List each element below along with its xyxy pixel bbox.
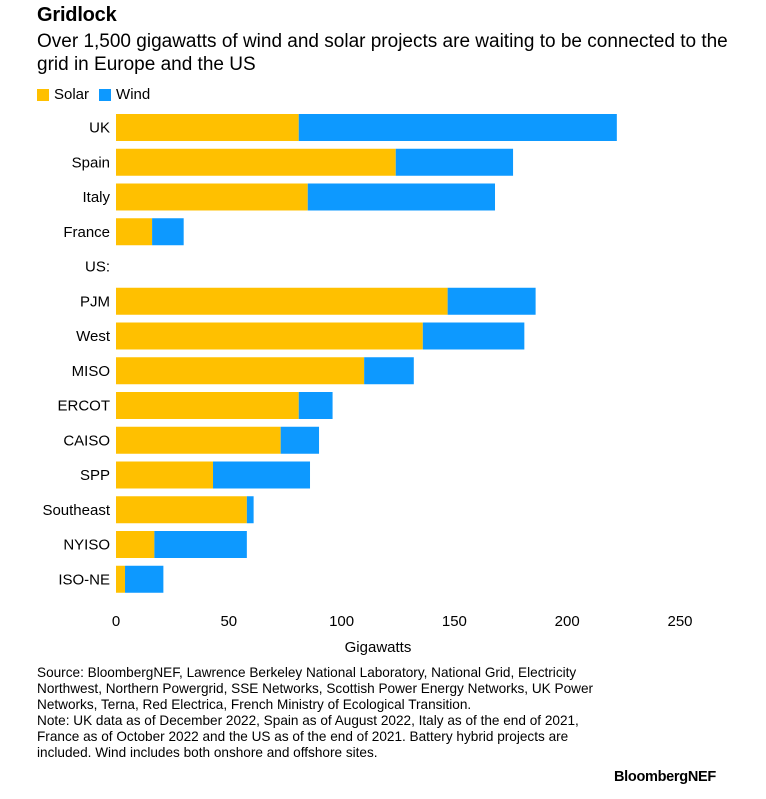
bar-wind-isone bbox=[125, 565, 164, 593]
bar-wind-italy bbox=[307, 183, 496, 211]
chart-subtitle: Over 1,500 gigawatts of wind and solar p… bbox=[37, 31, 728, 75]
category-label-us: US: bbox=[85, 259, 110, 276]
category-label-spp: SPP bbox=[80, 467, 110, 484]
category-label-miso: MISO bbox=[72, 363, 110, 380]
bar-wind-pjm bbox=[447, 287, 536, 315]
category-label-france: France bbox=[63, 224, 110, 241]
x-tick-label-0: 0 bbox=[112, 613, 120, 630]
x-tick-label-100: 100 bbox=[329, 613, 354, 630]
category-label-ercot: ERCOT bbox=[58, 398, 111, 415]
bar-solar-france bbox=[116, 218, 153, 246]
legend-label-wind: Wind bbox=[116, 86, 151, 103]
bar-solar-nyiso bbox=[116, 531, 155, 558]
category-label-italy: Italy bbox=[82, 189, 110, 206]
bar-solar-caiso bbox=[116, 426, 281, 454]
category-label-nyiso: NYISO bbox=[63, 537, 110, 554]
x-tick-label-250: 250 bbox=[667, 613, 692, 630]
category-label-pjm: PJM bbox=[80, 293, 110, 310]
bar-wind-miso bbox=[364, 357, 414, 385]
bar-wind-caiso bbox=[280, 426, 320, 454]
brand-logo: BloombergNEF bbox=[614, 769, 716, 785]
bar-solar-pjm bbox=[116, 287, 448, 315]
bar-solar-west bbox=[116, 322, 423, 350]
bar-wind-france bbox=[152, 218, 184, 246]
chart-legend: Solar Wind bbox=[37, 86, 160, 103]
category-label-spain: Spain bbox=[72, 154, 110, 171]
bar-chart: UK Spain Italy France US: PJM West MISO ERCOT CAI… bbox=[42, 114, 693, 656]
legend-label-solar: Solar bbox=[54, 86, 90, 103]
chart-notes: Source: BloombergNEF, Lawrence Berkeley … bbox=[37, 665, 597, 761]
category-label-southeast: Southeast bbox=[42, 502, 110, 519]
bar-wind-ercot bbox=[298, 392, 333, 419]
category-label-isone: ISO-NE bbox=[58, 571, 110, 588]
category-label-caiso: CAISO bbox=[63, 432, 110, 449]
x-tick-label-150: 150 bbox=[442, 613, 467, 630]
bar-wind-west bbox=[422, 322, 525, 350]
bar-solar-isone bbox=[116, 565, 126, 593]
bar-solar-uk bbox=[116, 114, 299, 141]
bar-wind-southeast bbox=[246, 496, 254, 524]
bar-solar-southeast bbox=[116, 496, 247, 524]
category-label-uk: UK bbox=[89, 120, 110, 137]
legend-item-solar: Solar bbox=[37, 86, 89, 103]
bar-solar-spain bbox=[116, 148, 396, 176]
x-tick-label-50: 50 bbox=[220, 613, 237, 630]
x-axis-label: Gigawatts bbox=[345, 639, 412, 656]
bar-solar-italy bbox=[116, 183, 308, 211]
legend-item-wind: Wind bbox=[99, 86, 150, 103]
bar-wind-spain bbox=[395, 148, 514, 176]
legend-swatch-wind bbox=[99, 88, 112, 101]
bar-wind-nyiso bbox=[154, 531, 247, 558]
source-note: Source: BloombergNEF, Lawrence Berkeley … bbox=[37, 665, 594, 712]
x-tick-label-200: 200 bbox=[555, 613, 580, 630]
bar-solar-spp bbox=[116, 461, 214, 489]
category-label-west: West bbox=[76, 328, 111, 345]
bar-solar-miso bbox=[116, 357, 365, 385]
chart-title: Gridlock bbox=[37, 4, 117, 26]
bar-wind-spp bbox=[213, 461, 311, 489]
bar-solar-ercot bbox=[116, 392, 299, 419]
legend-swatch-solar bbox=[37, 88, 49, 101]
bar-wind-uk bbox=[298, 114, 617, 141]
methodology-note: Note: UK data as of December 2022, Spain… bbox=[37, 713, 579, 760]
